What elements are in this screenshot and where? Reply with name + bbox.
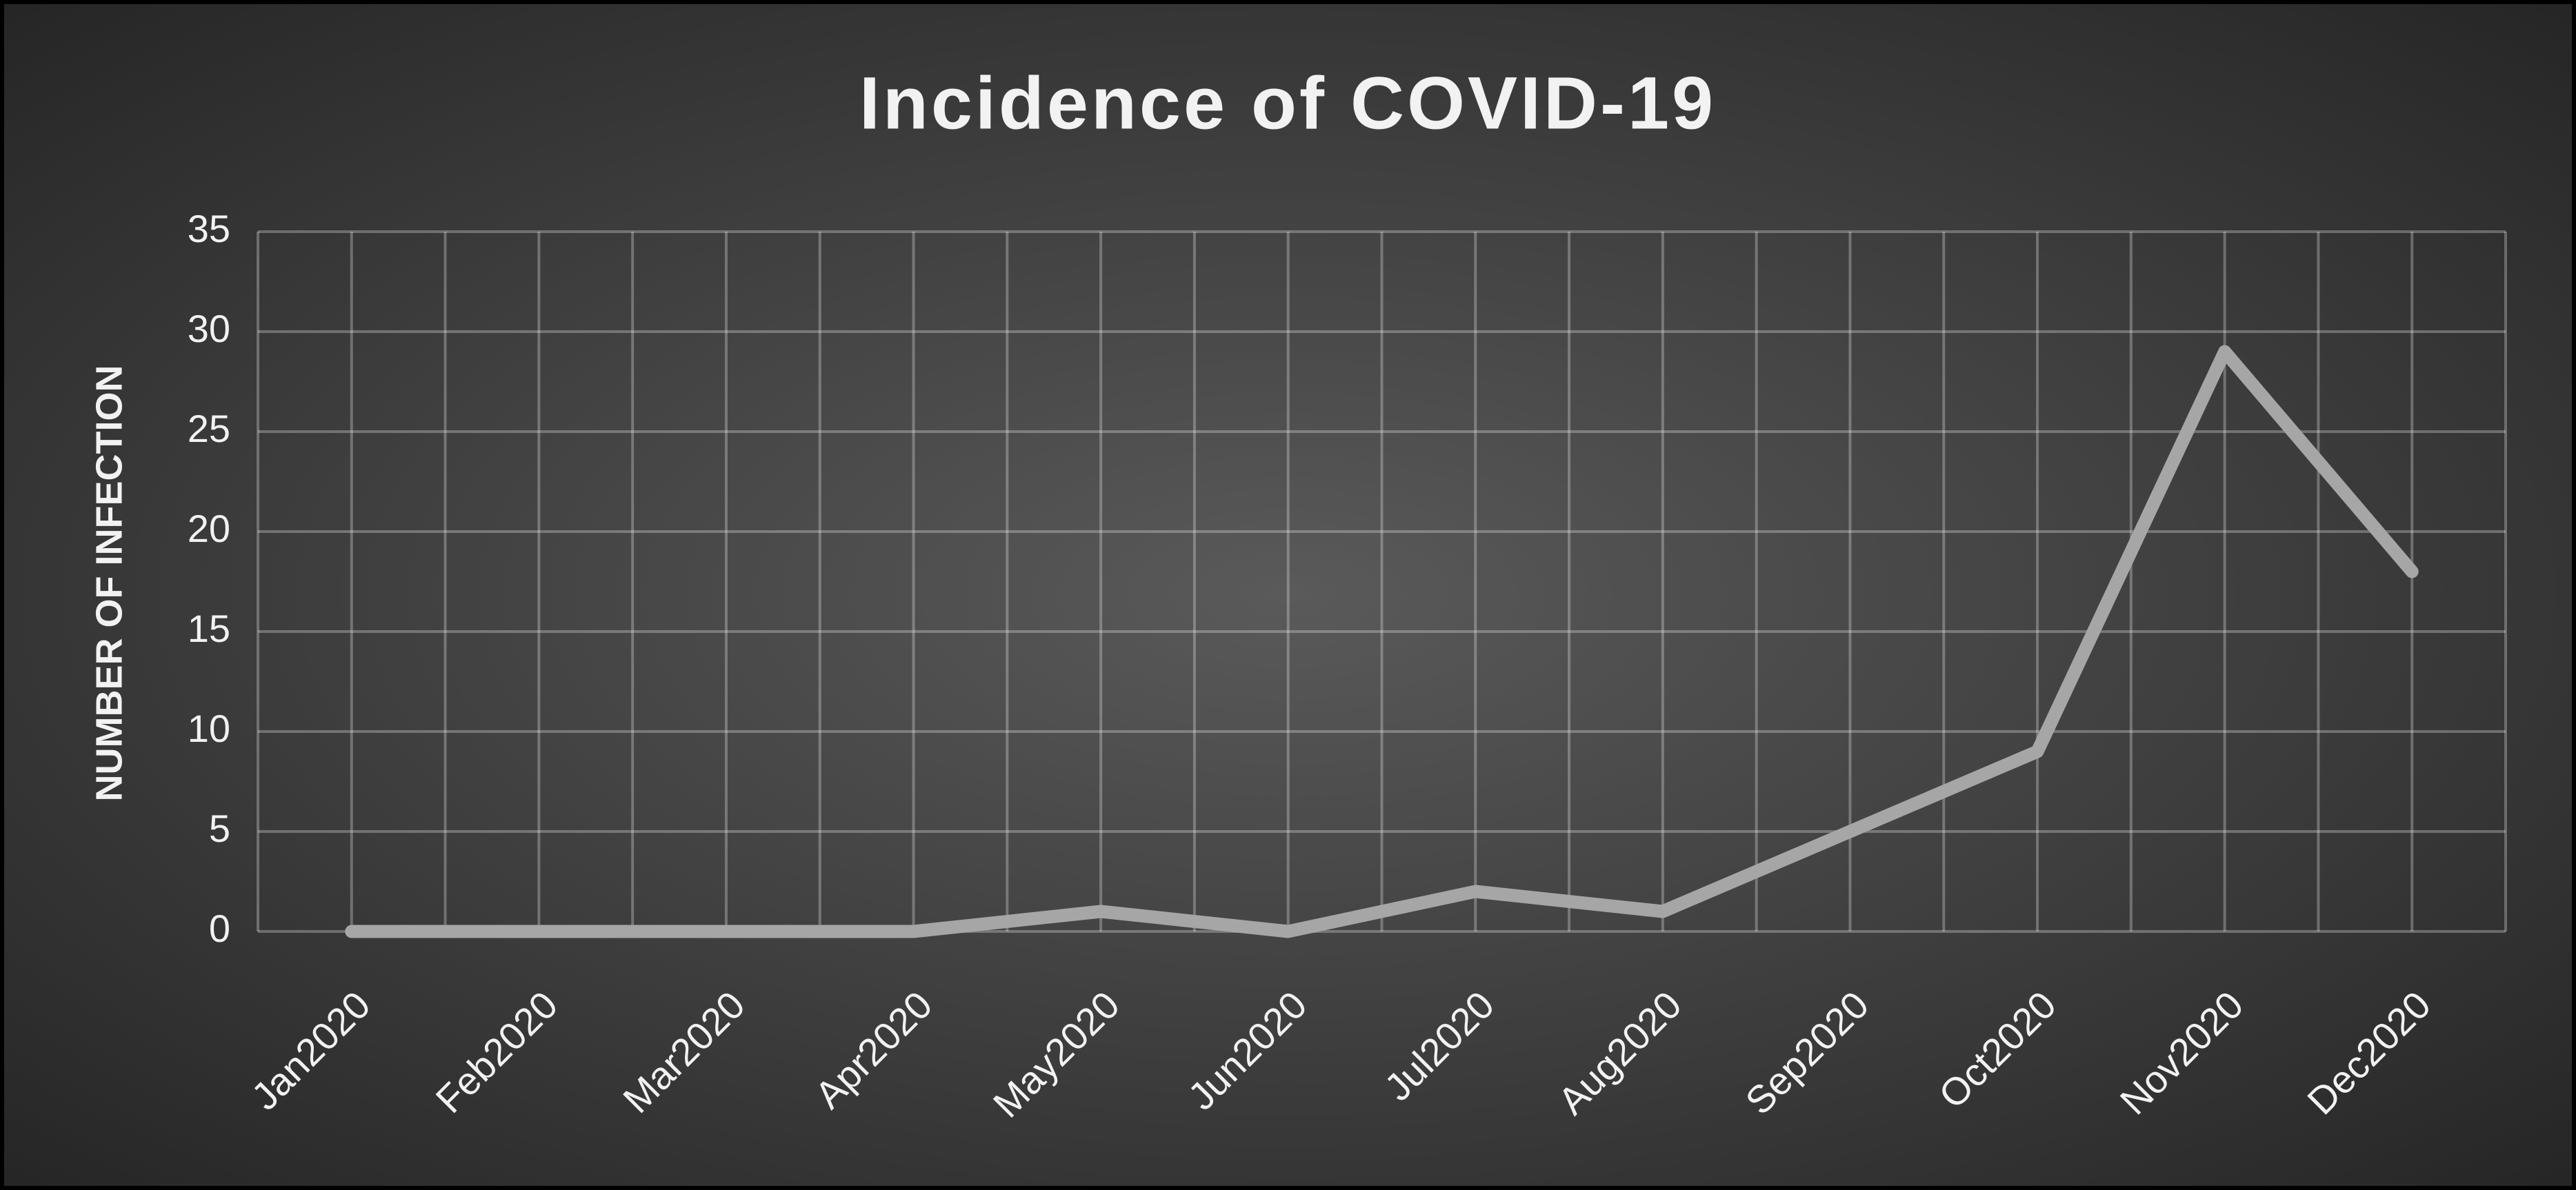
- y-tick-label: 0: [209, 907, 230, 950]
- y-tick-label: 5: [209, 807, 230, 850]
- y-tick-label: 30: [188, 307, 230, 350]
- chart-title: Incidence of COVID-19: [859, 61, 1716, 145]
- y-tick-label: 25: [188, 407, 230, 450]
- data-line: [345, 345, 2419, 938]
- y-tick-label: 10: [188, 707, 230, 750]
- y-tick-label: 20: [188, 507, 230, 550]
- y-tick-label: 15: [188, 607, 230, 650]
- y-axis-label: NUMBER OF INFECTION: [88, 365, 130, 802]
- y-tick-label: 35: [188, 207, 230, 250]
